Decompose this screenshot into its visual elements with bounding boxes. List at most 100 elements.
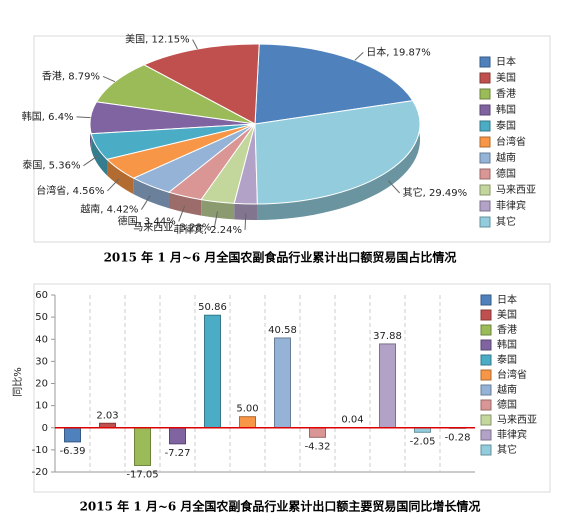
legend-label: 越南	[497, 383, 517, 396]
y-tick-label: 40	[35, 334, 48, 345]
slice-label: 泰国, 5.36%	[22, 159, 80, 172]
legend-swatch	[479, 152, 491, 164]
y-tick-label: -20	[32, 467, 48, 478]
legend-swatch	[479, 88, 491, 100]
value-label: -4.32	[305, 441, 331, 452]
leader-line	[107, 178, 120, 192]
legend-swatch	[479, 72, 491, 84]
bar	[274, 337, 291, 429]
legend-swatch	[479, 104, 491, 116]
legend-swatch	[479, 136, 491, 148]
bar	[309, 427, 326, 438]
legend-label: 越南	[496, 151, 516, 164]
slice	[254, 100, 421, 205]
value-label: -2.05	[410, 436, 436, 447]
legend-label: 其它	[497, 443, 517, 456]
y-tick-label: 10	[35, 401, 48, 412]
legend-label: 泰国	[496, 119, 516, 132]
slice	[142, 43, 260, 125]
legend-label: 德国	[497, 398, 517, 411]
leader-line	[354, 51, 364, 61]
legend-label: 美国	[496, 71, 516, 84]
leader-line	[244, 213, 247, 230]
leader-line	[192, 39, 198, 50]
legend-label: 其它	[496, 215, 516, 228]
value-label: -0.28	[445, 432, 471, 443]
slice-side	[257, 100, 420, 220]
bar-title: 2015 年 1 月~6 月全国农副食品行业累计出口额主要贸易国同比增长情况	[80, 499, 481, 514]
legend-label: 马来西亚	[496, 184, 536, 196]
legend-swatch	[480, 309, 492, 321]
value-label: 37.88	[373, 331, 402, 342]
value-label: 5.00	[236, 404, 258, 415]
bar	[239, 416, 256, 429]
legend-swatch	[480, 354, 492, 366]
slice-label: 其它, 29.49%	[403, 186, 468, 199]
bar	[204, 314, 221, 429]
slice-side	[107, 159, 134, 195]
legend-swatch	[479, 216, 491, 228]
leader-line	[102, 75, 116, 83]
legend-swatch	[480, 399, 492, 411]
legend-label: 马来西亚	[497, 414, 537, 426]
slice-label: 菲律宾, 2.24%	[174, 223, 242, 236]
legend-label: 菲律宾	[496, 199, 526, 212]
slice-label: 日本, 19.87%	[366, 45, 431, 58]
y-tick-label: 0	[42, 423, 48, 434]
y-tick-label: -10	[32, 445, 48, 456]
legend-label: 韩国	[496, 103, 516, 116]
legend-swatch	[479, 56, 491, 68]
leader-line	[178, 205, 186, 222]
slice-side	[133, 178, 169, 209]
bar	[64, 427, 81, 443]
bar	[134, 427, 151, 466]
bar	[169, 427, 186, 445]
leader-line	[141, 195, 151, 210]
value-label: -6.39	[60, 446, 86, 457]
legend-label: 韩国	[497, 338, 517, 351]
slice	[254, 43, 414, 125]
legend-swatch	[480, 324, 492, 336]
leader-line	[387, 180, 401, 194]
bar	[379, 343, 396, 429]
legend-label: 日本	[496, 55, 516, 68]
value-label: 2.03	[96, 410, 118, 421]
slice-label: 越南, 4.42%	[80, 203, 138, 216]
legend-swatch	[479, 184, 491, 196]
slice-label: 台湾省, 4.56%	[36, 184, 104, 197]
slice-label: 美国, 12.15%	[125, 33, 190, 46]
value-label: -17.05	[126, 469, 158, 480]
value-label: -7.27	[165, 448, 191, 459]
value-label: 0.04	[341, 415, 363, 426]
slice-label: 马来西亚, 3.28%	[133, 222, 211, 234]
slice	[95, 64, 256, 125]
legend-label: 泰国	[497, 353, 517, 366]
y-tick-label: 30	[35, 356, 48, 367]
legend-swatch	[480, 369, 492, 381]
legend-swatch	[480, 294, 492, 306]
legend-swatch	[480, 339, 492, 351]
legend-swatch	[480, 444, 492, 456]
leader-line	[213, 211, 219, 228]
legend-label: 台湾省	[496, 135, 526, 148]
legend-label: 日本	[497, 293, 517, 306]
slice-label: 韩国, 6.4%	[22, 110, 74, 123]
legend-label: 美国	[497, 308, 517, 321]
legend-swatch	[479, 168, 491, 180]
legend-swatch	[480, 414, 492, 426]
value-label: 50.86	[198, 302, 227, 313]
leader-line	[83, 156, 98, 167]
legend-label: 德国	[496, 167, 516, 180]
legend-label: 香港	[497, 324, 517, 336]
slice-label: 香港, 8.79%	[42, 70, 100, 82]
slice-side	[234, 203, 258, 220]
value-label: 40.58	[268, 325, 297, 336]
y-tick-label: 50	[35, 312, 48, 323]
bar-frame	[33, 283, 551, 493]
legend-swatch	[479, 200, 491, 212]
y-tick-label: 60	[35, 290, 48, 301]
leader-line	[76, 116, 91, 119]
slice-label: 德国, 3.44%	[118, 214, 176, 227]
pie-title: 2015 年 1 月~6 月全国农副食品行业累计出口额贸易国占比情况	[104, 250, 457, 265]
